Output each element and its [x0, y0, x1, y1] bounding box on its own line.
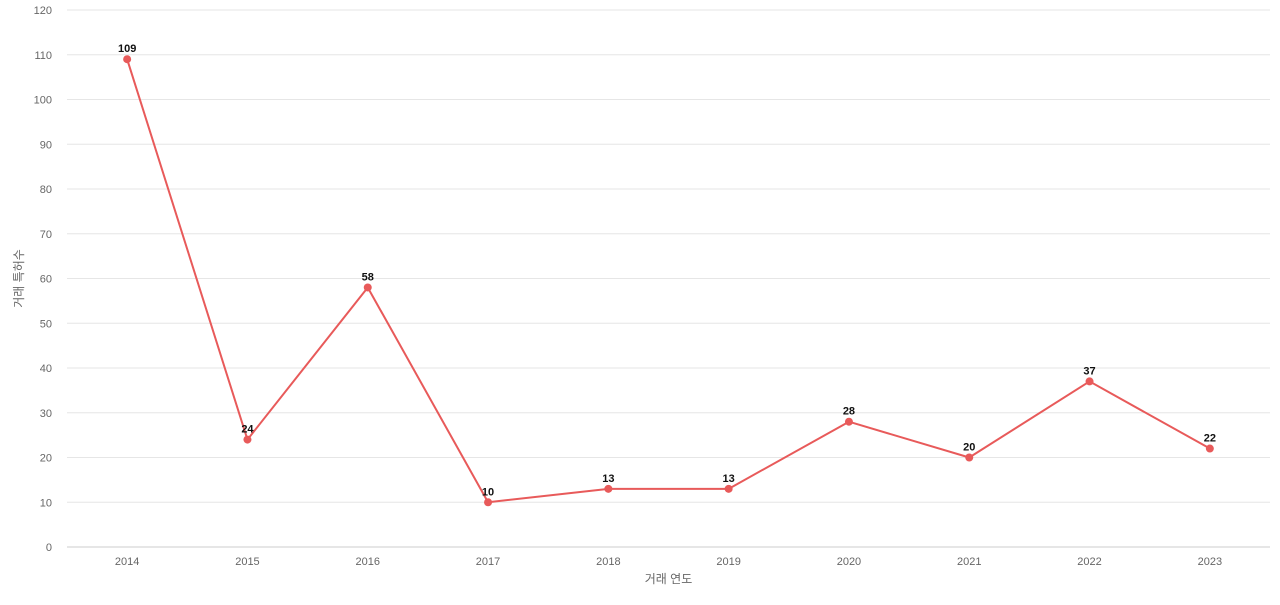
data-point	[243, 435, 252, 444]
data-point	[1205, 444, 1214, 453]
x-tick-label: 2018	[596, 556, 620, 568]
x-axis-ticks: 2014 2015 2016 2017 2018 2019 2020 2021 2022 2023	[115, 556, 1222, 568]
y-tick-label: 10	[40, 497, 52, 509]
y-tick-label: 30	[40, 408, 52, 420]
data-label: 20	[963, 442, 975, 454]
x-axis-title: 거래 연도	[645, 572, 693, 586]
x-tick-label: 2022	[1077, 556, 1101, 568]
series-line	[126, 58, 1211, 504]
x-tick-label: 2019	[716, 556, 740, 568]
data-label: 24	[241, 424, 254, 436]
data-point	[965, 453, 974, 462]
x-tick-label: 2021	[957, 556, 981, 568]
data-point	[123, 55, 132, 64]
data-labels: 109 24 58 10 13 13 28 20 37 22	[118, 43, 1216, 498]
y-tick-label: 90	[40, 139, 52, 151]
data-label: 13	[723, 473, 735, 485]
data-label: 10	[482, 486, 494, 498]
data-point	[844, 417, 853, 426]
data-label: 58	[362, 271, 374, 283]
y-tick-label: 0	[46, 542, 52, 554]
x-tick-label: 2020	[837, 556, 861, 568]
x-tick-label: 2017	[476, 556, 500, 568]
x-tick-label: 2023	[1198, 556, 1222, 568]
x-tick-label: 2016	[356, 556, 380, 568]
y-axis-title: 거래 특허수	[12, 249, 26, 308]
data-point	[1085, 377, 1094, 386]
data-label: 22	[1204, 433, 1216, 445]
x-tick-label: 2015	[235, 556, 259, 568]
y-tick-label: 60	[40, 274, 52, 286]
y-tick-label: 50	[40, 318, 52, 330]
data-label: 28	[843, 406, 855, 418]
x-tick-label: 2014	[115, 556, 139, 568]
y-tick-label: 20	[40, 453, 52, 465]
series-layer	[123, 55, 1214, 507]
data-point	[363, 283, 372, 292]
data-label: 37	[1083, 365, 1095, 377]
data-point	[484, 498, 493, 507]
data-label: 13	[602, 473, 614, 485]
data-point	[604, 484, 613, 493]
y-tick-label: 70	[40, 229, 52, 241]
y-tick-label: 120	[34, 5, 52, 17]
y-tick-label: 110	[34, 50, 52, 62]
y-tick-label: 80	[40, 184, 52, 196]
y-tick-label: 100	[34, 95, 52, 107]
y-axis-ticks: 0 10 20 30 40 50 60 70 80 90 100 110 120	[34, 5, 52, 554]
y-tick-label: 40	[40, 363, 52, 375]
data-label: 109	[118, 43, 136, 55]
data-point	[724, 484, 733, 493]
